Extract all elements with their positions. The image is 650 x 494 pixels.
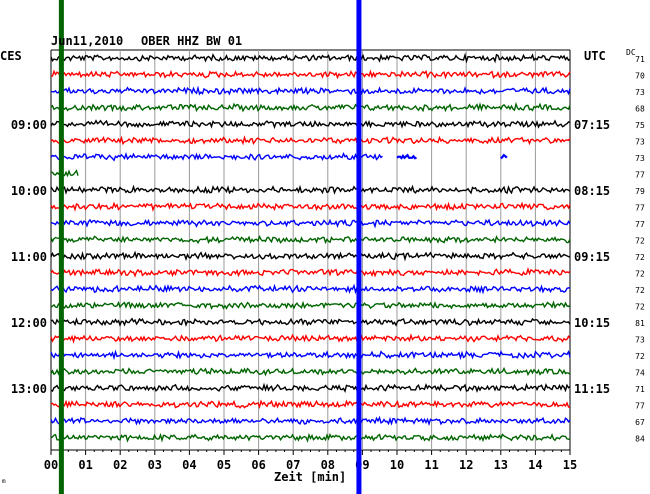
trace-line [50, 283, 571, 295]
trace-line [50, 52, 571, 64]
right-zone-label: UTC [584, 49, 606, 63]
dc-value: 68 [635, 105, 645, 114]
trace-line [50, 119, 571, 130]
corner-mark: m [2, 478, 6, 485]
dc-value: 79 [635, 187, 645, 196]
dc-value: 81 [635, 319, 645, 328]
dc-value: 77 [635, 220, 645, 229]
x-tick-label: 14 [528, 458, 542, 472]
x-tick-label: 03 [148, 458, 162, 472]
trace-line [51, 85, 571, 96]
left-time-label: 12:00 [11, 316, 47, 330]
x-tick-label: 06 [251, 458, 265, 472]
dc-label: DC [626, 48, 636, 57]
x-tick-label: 04 [182, 458, 196, 472]
left-time-label: 13:00 [11, 382, 47, 396]
right-time-label: 09:15 [574, 250, 610, 264]
x-tick-label: 12 [459, 458, 473, 472]
trace-line [50, 366, 571, 377]
trace-line [50, 432, 571, 443]
right-time-label: 07:15 [574, 118, 610, 132]
trace-line [50, 201, 571, 213]
trace-line [50, 333, 571, 344]
dc-value: 72 [635, 303, 645, 312]
dc-value: 77 [635, 402, 645, 411]
x-tick-label: 07 [286, 458, 300, 472]
dc-value: 73 [635, 336, 645, 345]
x-tick-label: 08 [321, 458, 335, 472]
dc-value: 77 [635, 171, 645, 180]
dc-value: 67 [635, 418, 645, 427]
trace-line [50, 250, 571, 262]
left-time-label: 09:00 [11, 118, 47, 132]
trace-fragment [396, 153, 417, 160]
right-time-label: 11:15 [574, 382, 610, 396]
trace-line [50, 300, 571, 310]
trace-fragment [500, 153, 508, 160]
dc-value: 74 [635, 369, 645, 378]
x-tick-label: 01 [78, 458, 92, 472]
right-time-label: 10:15 [574, 316, 610, 330]
trace-line [50, 135, 571, 146]
dc-value: 72 [635, 286, 645, 295]
trace-line [50, 415, 571, 427]
dc-value: 77 [635, 204, 645, 213]
right-time-label: 08:15 [574, 184, 610, 198]
trace-line [50, 169, 79, 178]
x-tick-label: 13 [494, 458, 508, 472]
x-tick-label: 02 [113, 458, 127, 472]
dc-value: 70 [635, 72, 645, 81]
dc-value: 71 [635, 385, 645, 394]
x-tick-label: 11 [424, 458, 438, 472]
left-time-label: 10:00 [11, 184, 47, 198]
trace-line [50, 101, 571, 113]
x-tick-label: 10 [390, 458, 404, 472]
x-tick-label: 15 [563, 458, 577, 472]
dc-value: 73 [635, 88, 645, 97]
dc-value: 73 [635, 138, 645, 147]
trace-line [50, 382, 571, 394]
trace-line [50, 317, 571, 327]
dc-value: 84 [635, 435, 645, 444]
trace-line [50, 218, 571, 229]
trace-line [50, 234, 571, 245]
trace-line [50, 349, 571, 361]
dc-value: 72 [635, 270, 645, 279]
trace-line [50, 266, 571, 278]
left-time-label: 11:00 [11, 250, 47, 264]
x-tick-label: 00 [44, 458, 58, 472]
dc-value: 72 [635, 237, 645, 246]
trace-line [50, 184, 571, 195]
dc-value: 71 [635, 55, 645, 64]
trace-line [50, 399, 571, 410]
trace-line [50, 151, 383, 162]
dc-value: 72 [635, 352, 645, 361]
trace-line [50, 69, 571, 80]
date-label: Jun11,2010 [51, 34, 124, 48]
left-zone-label: CES [0, 49, 22, 63]
station-label: OBER HHZ BW 01 [141, 34, 243, 48]
dc-value: 73 [635, 154, 645, 163]
x-axis-label: Zeit [min] [274, 470, 347, 484]
dc-value: 75 [635, 121, 645, 130]
dc-value: 72 [635, 253, 645, 262]
x-tick-label: 05 [217, 458, 231, 472]
